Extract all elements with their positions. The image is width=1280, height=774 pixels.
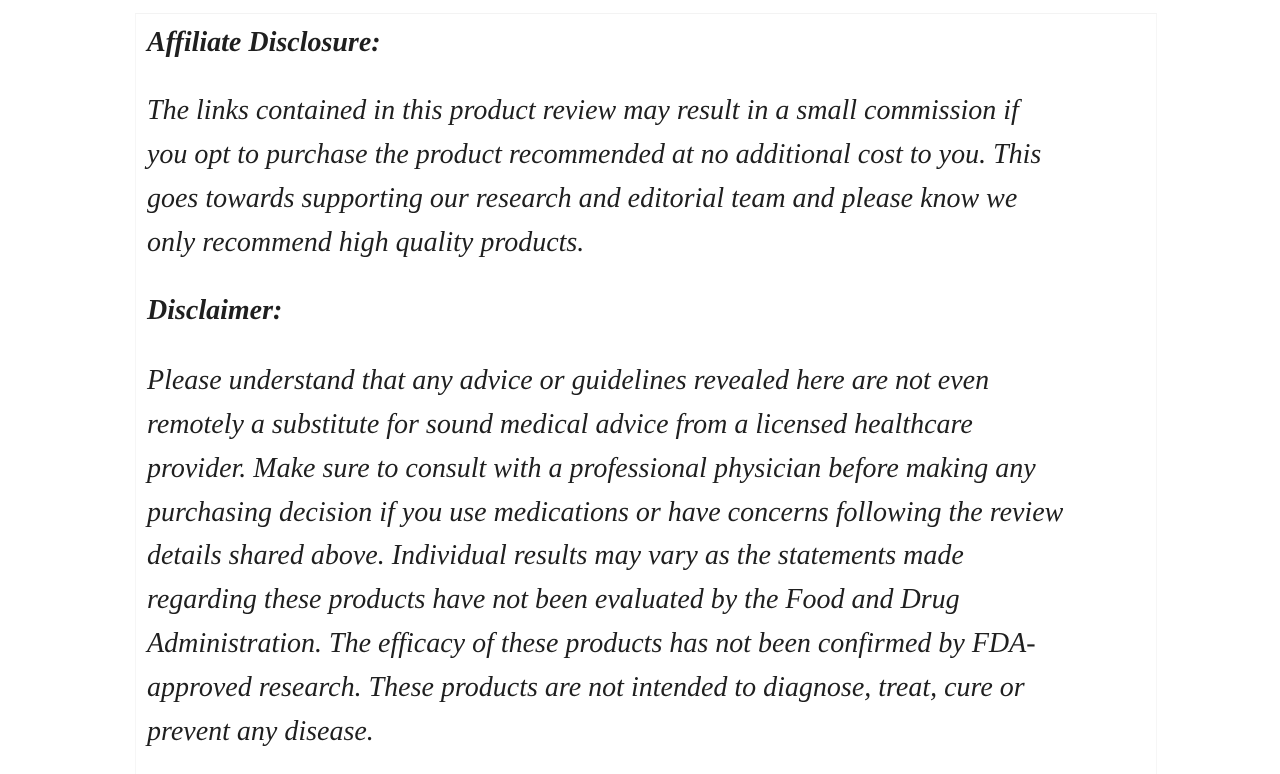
paragraph-line: purchasing decision if you use medicatio… <box>147 497 1064 528</box>
paragraph-line: details shared above. Individual results… <box>147 540 964 571</box>
paragraph-line: remotely a substitute for sound medical … <box>147 409 973 440</box>
paragraph-line: provider. Make sure to consult with a pr… <box>147 453 1036 484</box>
paragraph-line: prevent any disease. <box>147 716 374 747</box>
paragraph-line: regarding these products have not been e… <box>147 584 960 615</box>
paragraph-line: approved research. These products are no… <box>147 672 1025 703</box>
disclosure-card <box>135 13 1157 774</box>
affiliate-disclosure-heading: Affiliate Disclosure: <box>147 27 381 58</box>
paragraph-line: goes towards supporting our research and… <box>147 183 1018 214</box>
disclaimer-heading: Disclaimer: <box>147 295 283 326</box>
paragraph-line: Please understand that any advice or gui… <box>147 365 990 396</box>
paragraph-line: only recommend high quality products. <box>147 227 585 258</box>
paragraph-line: you opt to purchase the product recommen… <box>147 139 1042 170</box>
paragraph-line: Administration. The efficacy of these pr… <box>147 628 1036 659</box>
paragraph-line: The links contained in this product revi… <box>147 95 1019 126</box>
